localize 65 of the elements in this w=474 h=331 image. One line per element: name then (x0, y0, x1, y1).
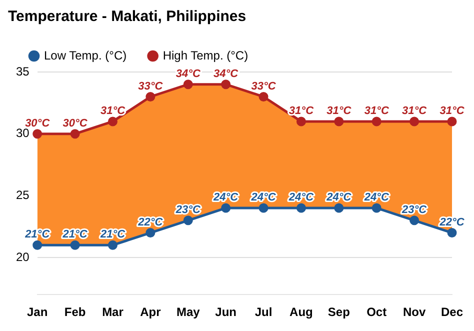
y-tick-label: 25 (16, 188, 30, 202)
point (258, 203, 268, 213)
point (296, 116, 306, 126)
chart-title: Temperature - Makati, Philippines (8, 8, 246, 26)
x-tick-label: Oct (366, 305, 387, 320)
x-tick-label: Jan (27, 305, 48, 320)
data-label: 23°C (401, 204, 428, 216)
data-label: 34°C (176, 68, 202, 80)
point (146, 92, 156, 102)
data-label: 24°C (288, 192, 315, 204)
y-tick-label: 35 (16, 64, 30, 78)
data-label: 23°C (174, 204, 202, 216)
y-tick-label: 20 (16, 250, 30, 264)
point (447, 116, 457, 126)
data-label: 24°C (250, 192, 277, 204)
x-tick-label: Jun (215, 305, 236, 320)
data-label: 34°C (214, 68, 240, 80)
data-label: 22°C (438, 216, 466, 228)
point (32, 240, 42, 250)
data-label: 31°C (326, 105, 352, 117)
data-label: 31°C (364, 105, 390, 117)
data-label: 24°C (212, 192, 240, 204)
data-label: 31°C (440, 105, 466, 117)
data-label: 24°C (326, 192, 352, 204)
x-tick-label: May (176, 305, 200, 320)
data-label: 33°C (138, 80, 164, 92)
data-label: 31°C (288, 105, 315, 117)
point (70, 240, 80, 250)
data-label: 31°C (402, 105, 428, 117)
point (410, 216, 420, 226)
x-tick-label: Dec (440, 305, 464, 320)
x-tick-label: Feb (64, 305, 86, 320)
x-tick-label: Apr (140, 305, 162, 320)
legend-label: High Temp. (°C) (162, 48, 248, 62)
point (183, 80, 193, 90)
point (108, 116, 118, 126)
data-label: 24°C (363, 192, 390, 204)
x-tick-label: Aug (290, 305, 313, 320)
point (296, 203, 306, 213)
data-label: 33°C (251, 80, 277, 92)
point (372, 116, 382, 126)
point (258, 92, 268, 102)
data-label: 22°C (137, 216, 164, 228)
x-tick-label: Nov (402, 305, 426, 320)
legend-label: Low Temp. (°C) (44, 48, 127, 62)
point (32, 129, 42, 139)
point (221, 80, 231, 90)
point (410, 116, 420, 126)
data-label: 21°C (62, 228, 88, 241)
point (334, 203, 344, 213)
data-label: 30°C (62, 117, 88, 130)
x-tick-label: Mar (102, 305, 124, 320)
point (221, 203, 231, 213)
point (334, 116, 344, 126)
x-tick-label: Jul (254, 305, 272, 320)
data-label: 21°C (24, 228, 51, 241)
x-tick-label: Sep (328, 305, 350, 320)
data-label: 31°C (100, 105, 126, 117)
point (183, 216, 193, 226)
point (447, 228, 457, 238)
data-label: 21°C (99, 228, 126, 241)
point (146, 228, 156, 238)
point (372, 203, 382, 213)
point (70, 129, 80, 139)
point (108, 240, 118, 250)
